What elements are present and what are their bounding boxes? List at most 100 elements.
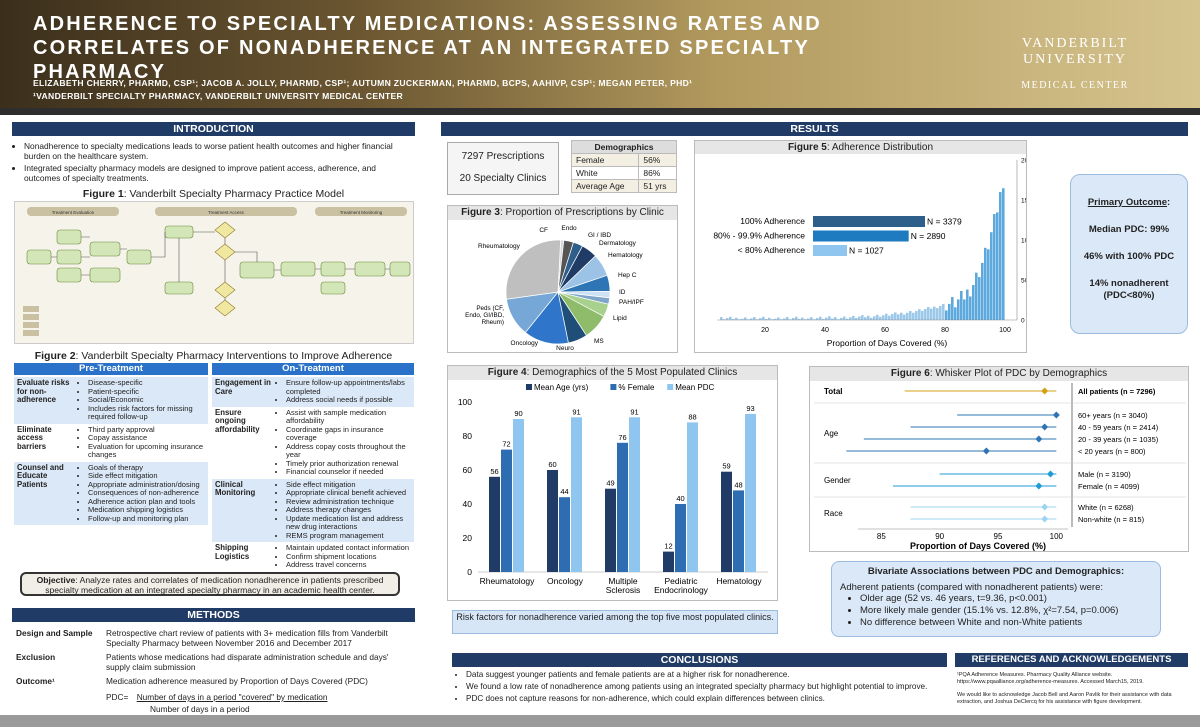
median-marker <box>1041 387 1049 395</box>
figure5-label: Figure 5 <box>787 142 827 153</box>
histogram-bin <box>972 285 975 320</box>
demographics-row: Average Age 51 yrs <box>570 179 677 193</box>
histogram-bin <box>720 317 723 320</box>
histogram-bin <box>780 319 783 320</box>
histogram-bin <box>876 314 879 320</box>
demographics-row: White 86% <box>570 166 677 180</box>
figure6-text: : Whisker Plot of PDC by Demographics <box>929 368 1108 379</box>
intervention-item: Copay assistance <box>88 433 205 443</box>
methods-row-text: Patients whose medications had disparate… <box>106 652 389 672</box>
histogram-bin <box>768 317 771 320</box>
pie-label: Oncology <box>511 340 539 347</box>
histogram-bin <box>825 317 828 320</box>
x-tick-label: Pediatric Endocrinology <box>654 576 709 595</box>
histogram-bin <box>873 316 876 320</box>
on-treatment-table: Engagement in Care Ensure follow-up appoi… <box>212 377 414 572</box>
intervention-row: Counsel and Educate Patients Goals of the… <box>14 461 208 525</box>
x-tick-label: 20 <box>761 327 769 334</box>
pie-label: Dermatology <box>599 240 637 247</box>
intervention-items: Disease-specificPatient-specificSocial/E… <box>76 377 208 424</box>
x-tick-label: Hematology <box>716 576 762 586</box>
histogram-bin <box>945 310 948 320</box>
objective-text: : Analyze rates and correlates of medica… <box>45 575 384 595</box>
y-tick-label: 150 <box>1021 198 1026 205</box>
poster-title: ADHERENCE TO SPECIALTY MEDICATIONS: ASSE… <box>33 13 822 83</box>
methods-row-label: Exclusion <box>16 652 56 662</box>
histogram-bin <box>1002 188 1005 320</box>
histogram-bin <box>927 307 930 320</box>
histogram-bin <box>936 308 939 320</box>
bar-value-label: 93 <box>746 404 754 413</box>
row-label: < 20 years (n = 800) <box>1078 447 1146 456</box>
y-tick-label: 40 <box>463 499 473 509</box>
intervention-item: Side effect mitigation <box>88 471 205 481</box>
category-bar <box>813 216 925 227</box>
legend-label: Mean Age (yrs) <box>534 383 589 392</box>
figure5-panel: Figure 5: Adherence Distribution 20 40 60 8… <box>694 140 1044 353</box>
bar <box>489 476 500 572</box>
histogram-bin <box>990 232 993 320</box>
references-heading: REFERENCES AND ACKNOWLEDGEMENTS <box>955 653 1188 667</box>
bar-value-label: 12 <box>664 542 672 551</box>
intervention-item: Maintain updated contact information <box>286 543 411 553</box>
bar-value-label: 56 <box>490 467 498 476</box>
median-marker <box>1052 411 1060 419</box>
intervention-item: Financial counselor if needed <box>286 467 411 477</box>
bivariate-box: Bivariate Associations between PDC and D… <box>831 561 1161 637</box>
bivariate-bullet: More likely male gender (15.1% vs. 12.8%… <box>860 605 1152 617</box>
histogram-bin <box>963 299 966 320</box>
group-label: Total <box>824 387 843 396</box>
pie-slice <box>505 239 561 300</box>
adherence-distribution-chart: 20 40 60 80 100 0 50 100 150 200 Proportion of Day… <box>713 158 1044 349</box>
figure5-caption: Figure 5: Adherence Distribution <box>695 141 1026 154</box>
y-tick-label: 0 <box>1021 318 1025 325</box>
row-label: Male (n = 3190) <box>1078 470 1131 479</box>
histogram-bin <box>984 247 987 320</box>
x-tick-label: 100 <box>999 327 1011 334</box>
intervention-category: Ensure ongoing affordability <box>215 407 260 434</box>
intervention-item: Ensure follow-up appointments/labs compl… <box>286 378 411 396</box>
bar-value-label: 60 <box>548 460 556 469</box>
histogram-bin <box>840 317 843 320</box>
intro-bullet: Nonadherence to specialty medications le… <box>24 141 414 161</box>
intervention-row: Engagement in Care Ensure follow-up appoi… <box>212 377 414 407</box>
bar <box>513 419 524 572</box>
group-label: Race <box>824 509 843 518</box>
demographics-label: Female <box>570 153 640 167</box>
bar <box>559 497 570 572</box>
intervention-item: Review administration technique <box>286 497 411 507</box>
histogram-bin <box>987 249 990 320</box>
intervention-row: Ensure ongoing affordability Assist with … <box>212 406 414 479</box>
histogram-bin <box>783 318 786 320</box>
x-tick-label: 80 <box>941 327 949 334</box>
pdc-numerator: Number of days in a period "covered" by … <box>136 692 328 702</box>
histogram-bin <box>948 303 951 320</box>
intervention-item: REMS program management <box>286 531 411 541</box>
median-marker <box>1047 470 1054 478</box>
y-tick-label: 100 <box>458 397 472 407</box>
figure4-label: Figure 4 <box>487 367 527 378</box>
intervention-category: Counsel and Educate Patients <box>17 462 64 489</box>
demographics-title: Demographics <box>571 140 677 154</box>
intervention-category: Clinical Monitoring <box>215 479 256 497</box>
y-tick-label: 200 <box>1021 158 1026 165</box>
histogram-bin <box>957 299 960 320</box>
bar <box>663 551 674 572</box>
group-label: Age <box>824 429 839 438</box>
histogram-bin <box>894 312 897 320</box>
histogram-bin <box>891 314 894 320</box>
intervention-item: Evaluation for upcoming insurance change… <box>88 442 205 460</box>
whisker-plot: Total Age Gender Race All patients (n = 7296… <box>814 383 1186 551</box>
histogram-bin <box>810 317 813 320</box>
x-tick-label: Multiple Sclerosis <box>606 576 640 595</box>
x-tick-label: 95 <box>994 532 1003 541</box>
pie-label: Rheumatology <box>478 243 521 250</box>
practice-model-svg: Treatment Evaluation Treatment Access Tr… <box>23 207 411 336</box>
histogram-bin <box>846 318 849 320</box>
histogram-bin <box>996 212 999 320</box>
histogram-bin <box>777 317 780 320</box>
methods-row: Exclusion Patients whose medications had … <box>12 650 417 674</box>
lane-label: Treatment Access <box>208 210 245 215</box>
histogram-bin <box>771 319 774 320</box>
category-label: < 80% Adherence <box>738 245 806 255</box>
